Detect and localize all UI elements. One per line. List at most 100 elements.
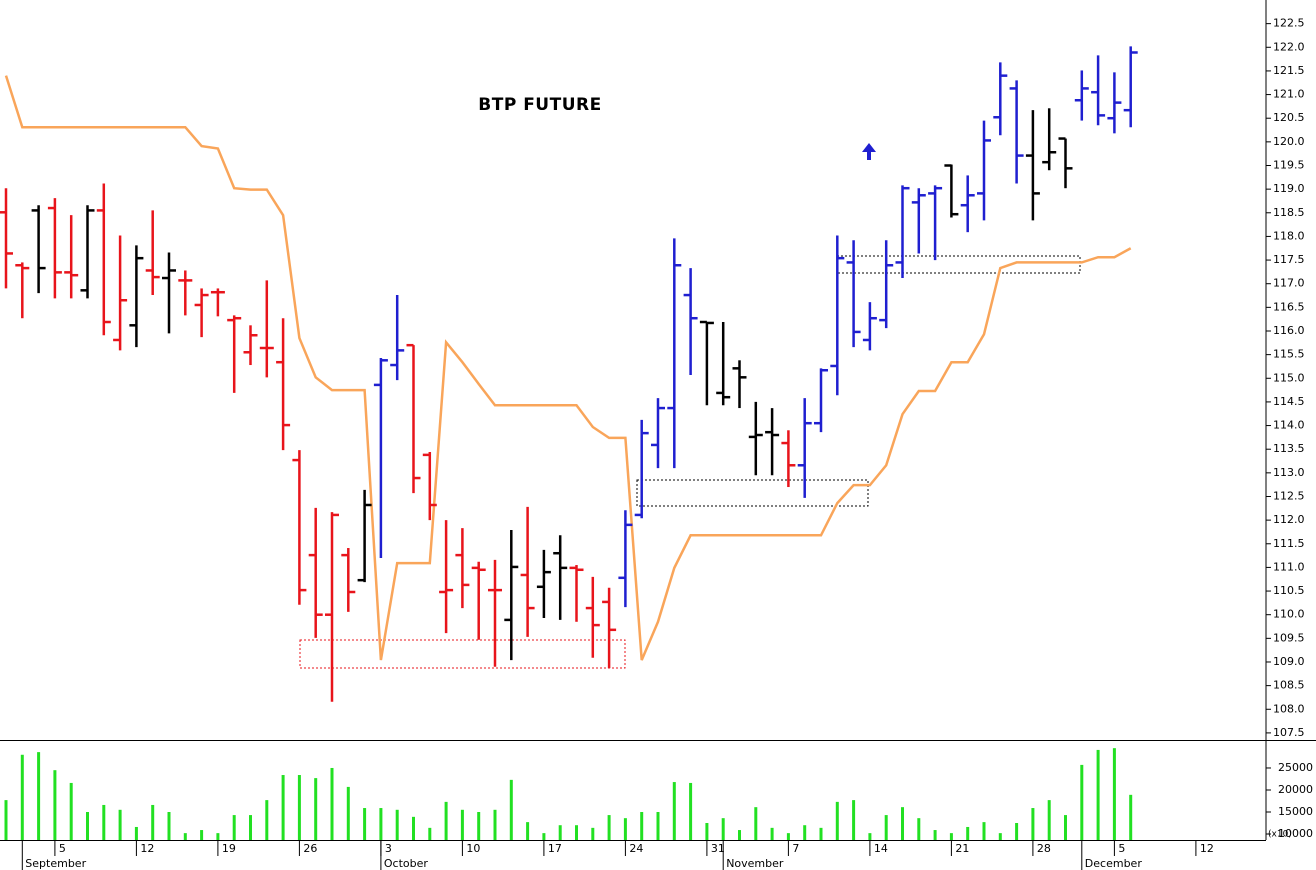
- y-tick-label: 114.0: [1273, 419, 1305, 432]
- volume-bar: [53, 770, 57, 840]
- volume-bar: [786, 833, 790, 840]
- y-tick-label: 115.5: [1273, 348, 1305, 361]
- volume-bar: [134, 826, 138, 840]
- volume-bar: [819, 827, 823, 840]
- x-tick-label: 12: [1200, 842, 1214, 855]
- y-tick-label: 122.0: [1273, 40, 1305, 53]
- y-tick-label: 109.0: [1273, 655, 1305, 668]
- volume-bar: [852, 800, 856, 840]
- volume-bar: [949, 833, 953, 840]
- volume-bar: [917, 818, 921, 840]
- volume-bar: [526, 822, 530, 840]
- y-tick-label: 15000: [1278, 805, 1313, 818]
- y-tick-label: 114.5: [1273, 395, 1305, 408]
- volume-bar: [868, 833, 872, 840]
- volume-bar: [884, 815, 888, 840]
- x-tick-label: 31: [711, 842, 725, 855]
- volume-bar: [607, 815, 611, 840]
- x-tick-label: 3: [385, 842, 392, 855]
- volume-bar: [575, 825, 578, 840]
- volume-bar: [428, 827, 432, 840]
- gap-box: [636, 479, 869, 507]
- volume-bar: [395, 809, 399, 840]
- volume-bar: [363, 808, 367, 840]
- x-tick-label: 24: [629, 842, 643, 855]
- support-box: [299, 639, 626, 669]
- y-tick-label: 112.5: [1273, 489, 1305, 502]
- volume-bar: [69, 782, 73, 840]
- volume-bar: [379, 808, 383, 840]
- y-tick-label: 108.0: [1273, 702, 1305, 715]
- y-tick-label: 118.5: [1273, 206, 1305, 219]
- volume-bar: [509, 779, 513, 840]
- y-tick-label: 111.5: [1273, 537, 1305, 550]
- gap-box: [836, 255, 1081, 274]
- x-tick-label: 10: [466, 842, 480, 855]
- volume-bar: [330, 767, 334, 840]
- volume-bar: [623, 818, 627, 840]
- volume-bar: [37, 752, 41, 840]
- volume-bar: [754, 807, 758, 840]
- volume-bar: [249, 815, 252, 840]
- y-tick-label: 116.5: [1273, 300, 1305, 313]
- x-tick-label: 26: [303, 842, 317, 855]
- y-tick-label: 121.0: [1273, 88, 1305, 101]
- volume-bar: [1031, 808, 1035, 840]
- signal-arrow: [862, 143, 876, 160]
- y-tick-label: 107.5: [1273, 726, 1305, 739]
- volume-bar: [803, 825, 807, 840]
- volume-bar: [933, 830, 937, 840]
- y-tick-label: 119.5: [1273, 158, 1305, 171]
- volume-bar: [200, 830, 204, 840]
- volume-bar: [216, 833, 220, 840]
- volume-bar: [167, 812, 171, 840]
- y-tick-label: 109.5: [1273, 631, 1305, 644]
- y-tick-label: 25000: [1278, 761, 1313, 774]
- volume-bar: [20, 754, 24, 840]
- x-tick-label: 5: [1118, 842, 1125, 855]
- volume-bar: [721, 818, 725, 840]
- y-tick-label: 121.5: [1273, 64, 1305, 77]
- volume-bar: [591, 827, 595, 840]
- volume-bar: [412, 816, 415, 840]
- y-tick-label: 117.5: [1273, 253, 1305, 266]
- x-tick-label: 12: [140, 842, 154, 855]
- volume-bar: [86, 812, 89, 840]
- y-tick-label: 119.0: [1273, 182, 1305, 195]
- x-tick-label: 5: [59, 842, 66, 855]
- volume-bar: [1112, 748, 1116, 840]
- volume-bar: [1047, 800, 1051, 840]
- volume-bar: [689, 782, 693, 840]
- volume-bar: [444, 801, 448, 840]
- y-tick-label: 10000: [1278, 827, 1313, 840]
- volume-bar: [656, 812, 660, 840]
- volume-bar: [477, 812, 481, 840]
- arrow-head: [862, 143, 876, 152]
- volume-bar: [672, 782, 676, 840]
- chart-title: BTP FUTURE: [478, 95, 601, 115]
- volume-bar: [265, 800, 269, 840]
- y-tick-label: 118.0: [1273, 229, 1305, 242]
- volume-bar: [770, 827, 774, 840]
- volume-bar: [1080, 764, 1084, 840]
- x-tick-label: 19: [222, 842, 236, 855]
- volume-bar: [281, 775, 285, 840]
- y-tick-label: 115.0: [1273, 371, 1305, 384]
- unit-label: (x10): [1268, 830, 1292, 840]
- volume-bar: [1129, 794, 1133, 840]
- y-tick-label: 113.5: [1273, 442, 1305, 455]
- volume-bar: [183, 833, 187, 840]
- volume-bar: [4, 800, 8, 840]
- volume-bar: [1064, 815, 1067, 840]
- volume-bar: [738, 830, 741, 840]
- y-tick-label: 20000: [1278, 783, 1313, 796]
- volume-bar: [998, 833, 1002, 840]
- y-tick-label: 116.0: [1273, 324, 1305, 337]
- overlay-line: [4, 75, 1132, 661]
- y-tick-label: 108.5: [1273, 679, 1305, 692]
- volume-bar: [1015, 823, 1019, 840]
- x-tick-label: 14: [874, 842, 888, 855]
- y-tick-label: 122.5: [1273, 17, 1305, 30]
- volume-bar: [460, 809, 464, 840]
